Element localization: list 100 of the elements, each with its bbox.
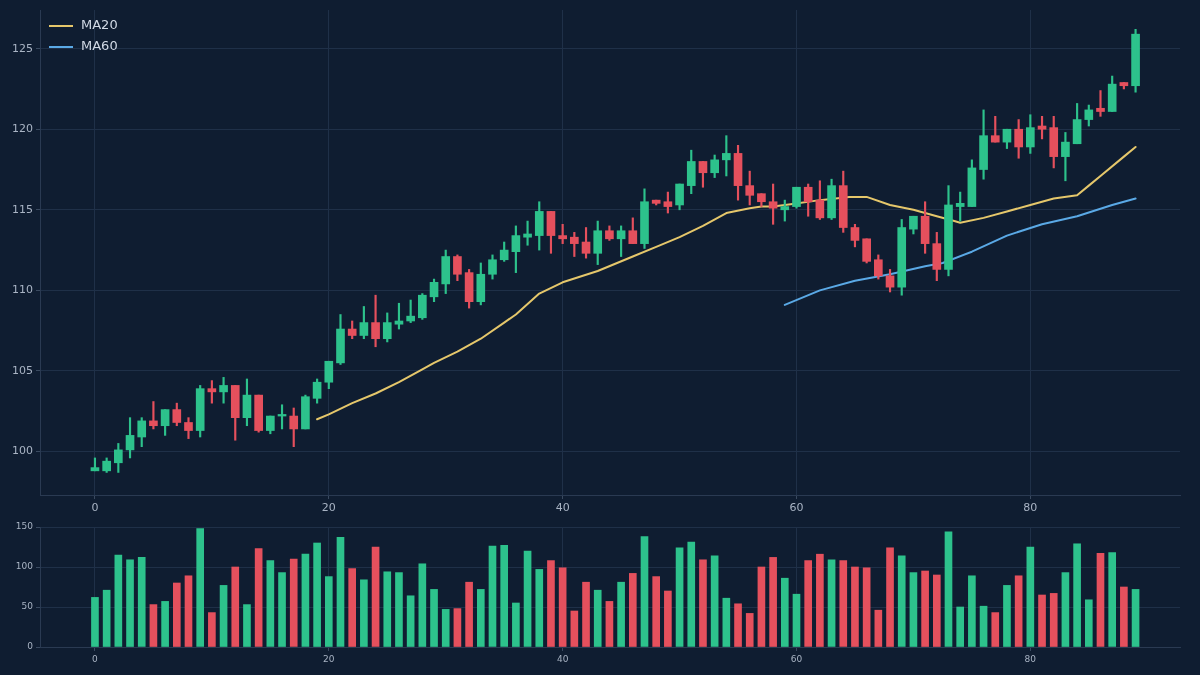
bar — [418, 563, 427, 647]
bar — [909, 572, 918, 647]
y-tick-label: 100 — [12, 444, 33, 458]
bar — [827, 559, 836, 647]
bar — [149, 604, 158, 647]
bar — [710, 555, 719, 647]
bar — [664, 590, 672, 647]
legend-label: MA60 — [81, 38, 118, 54]
bar — [243, 604, 251, 647]
y-tick-label: 0 — [27, 641, 34, 652]
bar — [102, 589, 111, 647]
bar — [1084, 599, 1093, 647]
bar — [839, 560, 848, 647]
bar — [184, 575, 193, 647]
bar — [675, 547, 684, 647]
bar — [512, 602, 520, 647]
bar — [558, 567, 567, 647]
bar — [628, 573, 637, 647]
bar — [360, 579, 368, 647]
bar — [336, 537, 345, 647]
bar — [395, 572, 403, 647]
bar — [1131, 589, 1140, 647]
x-tick-label: 20 — [321, 501, 336, 515]
bar — [640, 536, 649, 647]
y-tick-label: 115 — [12, 202, 33, 216]
y-tick-label: 120 — [12, 122, 33, 136]
bar — [1120, 586, 1128, 647]
x-tick-label: 40 — [555, 501, 570, 515]
bar — [757, 566, 766, 647]
bar — [254, 548, 263, 647]
bar — [687, 541, 696, 647]
bar — [780, 577, 789, 647]
bar — [944, 531, 953, 647]
y-tick-label: 125 — [12, 41, 33, 55]
y-tick-label: 150 — [15, 521, 34, 532]
bar — [289, 558, 298, 647]
bar — [699, 559, 707, 647]
y-tick-label: 110 — [12, 283, 33, 297]
bar — [886, 547, 894, 647]
bar — [722, 597, 731, 647]
x-tick-label: 0 — [91, 501, 99, 515]
bar — [851, 566, 859, 647]
bar — [476, 589, 485, 647]
x-tick-label: 0 — [92, 653, 99, 664]
bar — [652, 576, 661, 647]
bar — [605, 601, 614, 647]
bar — [593, 589, 602, 647]
y-tick-label: 105 — [12, 363, 33, 377]
x-tick-label: 20 — [323, 653, 335, 664]
bar — [324, 576, 333, 647]
bar — [816, 553, 824, 647]
bar — [114, 554, 123, 647]
bar — [874, 609, 883, 647]
bar — [804, 560, 813, 647]
bar — [1073, 543, 1081, 647]
bar — [406, 595, 415, 647]
bar — [383, 571, 392, 647]
bar — [1014, 575, 1023, 647]
bar — [745, 613, 754, 647]
bar — [1026, 546, 1035, 647]
x-tick-label: 80 — [1023, 501, 1038, 515]
bar — [301, 553, 310, 647]
bar — [617, 581, 625, 647]
bar — [921, 570, 929, 647]
x-tick-label: 60 — [789, 501, 804, 515]
bar — [137, 557, 146, 647]
bar — [862, 567, 871, 647]
bar — [1108, 552, 1117, 647]
bar — [430, 589, 438, 647]
y-tick-label: 100 — [15, 561, 34, 572]
bar — [441, 609, 450, 647]
bar — [371, 546, 380, 647]
bar — [582, 581, 590, 647]
bar — [897, 555, 906, 647]
x-tick-label: 80 — [1024, 653, 1037, 664]
bar — [968, 575, 976, 647]
bar — [126, 559, 134, 647]
bar — [161, 601, 169, 647]
bar — [792, 593, 801, 647]
bar — [208, 612, 216, 647]
bar — [523, 550, 532, 647]
legend-label: MA20 — [81, 17, 118, 33]
bar — [196, 528, 205, 647]
bar — [488, 545, 497, 647]
bar — [769, 557, 777, 647]
bar — [979, 605, 988, 647]
x-tick-label: 60 — [790, 653, 803, 664]
bar — [1003, 585, 1011, 647]
bar — [956, 606, 965, 647]
bar — [1038, 594, 1046, 647]
bar — [570, 610, 579, 647]
bar — [266, 560, 275, 647]
bar — [1096, 553, 1105, 647]
bar — [535, 569, 544, 647]
bar — [453, 608, 462, 647]
x-tick-label: 40 — [556, 653, 569, 664]
bar — [547, 560, 555, 647]
bar — [991, 612, 1000, 647]
bar — [932, 574, 941, 647]
bar — [172, 582, 181, 647]
